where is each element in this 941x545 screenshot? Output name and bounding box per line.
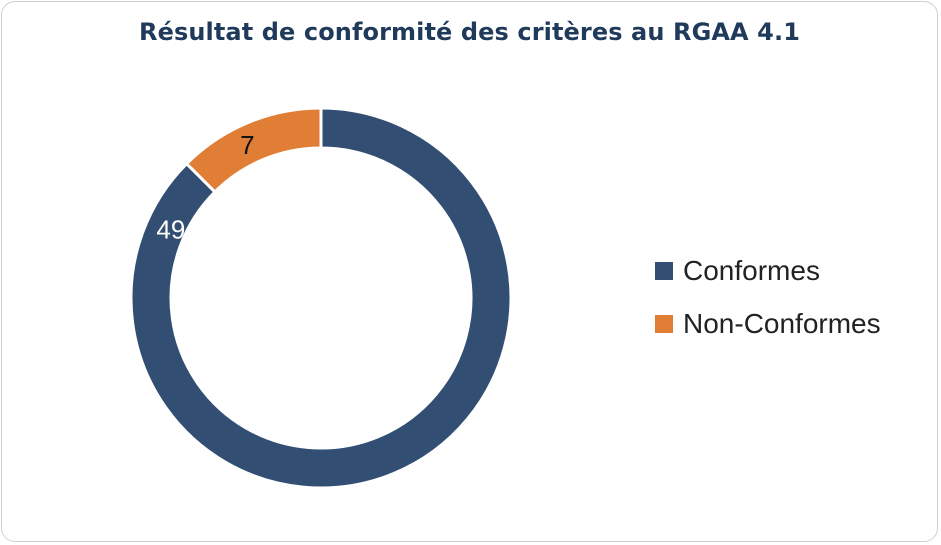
legend-item-conformes: Conformes — [655, 254, 881, 288]
legend-label-conformes: Conformes — [683, 255, 820, 286]
legend-item-non-conformes: Non-Conformes — [655, 307, 881, 341]
data-label-non-conformes: 7 — [240, 130, 254, 160]
legend-swatch-conformes — [655, 262, 673, 280]
donut-slice-conformes — [129, 106, 513, 490]
legend-label-non-conformes: Non-Conformes — [683, 308, 881, 339]
data-label-conformes: 49 — [156, 215, 185, 245]
legend: Conformes Non-Conformes — [655, 254, 881, 360]
chart-title: Résultat de conformité des critères au R… — [139, 18, 800, 46]
donut-slice-non-conformes — [184, 106, 323, 195]
legend-swatch-non-conformes — [655, 315, 673, 333]
